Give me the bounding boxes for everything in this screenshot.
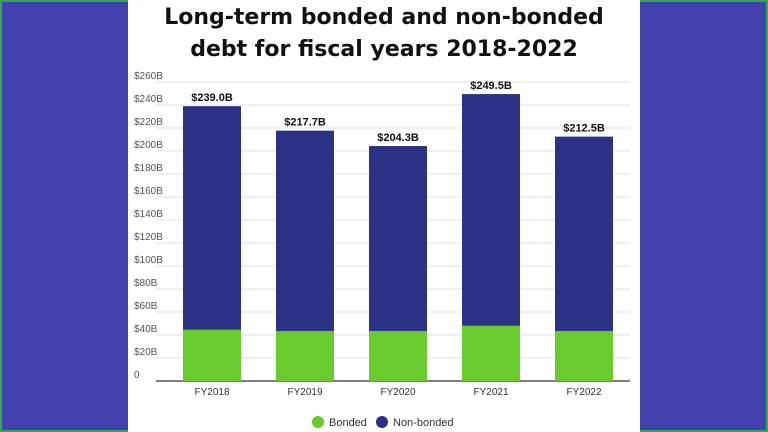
bar-total-label: $204.3B: [377, 132, 419, 144]
y-tick-label: $60B: [134, 301, 158, 312]
legend-non-bonded-label: Non-bonded: [393, 417, 454, 429]
bar-segment-bonded: [462, 325, 520, 381]
bar-segment-bonded: [369, 330, 427, 381]
x-tick-label: FY2018: [194, 387, 229, 398]
x-tick-label: FY2022: [566, 387, 601, 398]
y-tick-label: $180B: [134, 163, 163, 174]
bar-total-label: $217.7B: [284, 117, 326, 129]
chart-title-line-1: Long-term bonded and non-bonded: [164, 5, 604, 30]
chart-title: Long-term bonded and non-bonded debt for…: [128, 2, 640, 66]
chart-title-line-2: debt for fiscal years 2018-2022: [190, 37, 578, 62]
legend-bonded-marker: [312, 416, 324, 428]
y-tick-label: $220B: [134, 117, 163, 128]
y-tick-label: $240B: [134, 94, 163, 105]
bar-segment-bonded: [276, 330, 334, 381]
y-tick-label: $140B: [134, 209, 163, 220]
y-tick-label: $260B: [134, 71, 163, 82]
bar-segment-non-bonded: [462, 94, 520, 326]
bar-segment-bonded: [183, 329, 241, 381]
legend-non-bonded-marker: [376, 416, 388, 428]
y-tick-label: $20B: [134, 347, 158, 358]
y-tick-label: 0: [134, 370, 140, 381]
bar-segment-bonded: [555, 330, 613, 381]
chart-panel: Long-term bonded and non-bonded debt for…: [128, 0, 640, 432]
y-tick-label: $160B: [134, 186, 163, 197]
x-tick-label: FY2019: [287, 387, 322, 398]
y-tick-label: $120B: [134, 232, 163, 243]
bar-segment-non-bonded: [276, 130, 334, 331]
y-tick-label: $100B: [134, 255, 163, 266]
x-tick-label: FY2021: [473, 387, 508, 398]
x-tick-label: FY2020: [380, 387, 415, 398]
y-tick-label: $80B: [134, 278, 158, 289]
bar-segment-non-bonded: [183, 106, 241, 330]
bar-segment-non-bonded: [555, 136, 613, 331]
legend-bonded-label: Bonded: [329, 417, 367, 429]
y-tick-label: $40B: [134, 324, 158, 335]
bar-total-label: $249.5B: [470, 80, 512, 92]
bar-total-label: $239.0B: [191, 92, 233, 104]
bar-total-label: $212.5B: [563, 123, 605, 135]
bar-segment-non-bonded: [369, 146, 427, 331]
stacked-bar-chart: 0 $20B $40B $60B $80B $100B $120B $140B $160B $18…: [134, 71, 630, 429]
y-tick-label: $200B: [134, 140, 163, 151]
